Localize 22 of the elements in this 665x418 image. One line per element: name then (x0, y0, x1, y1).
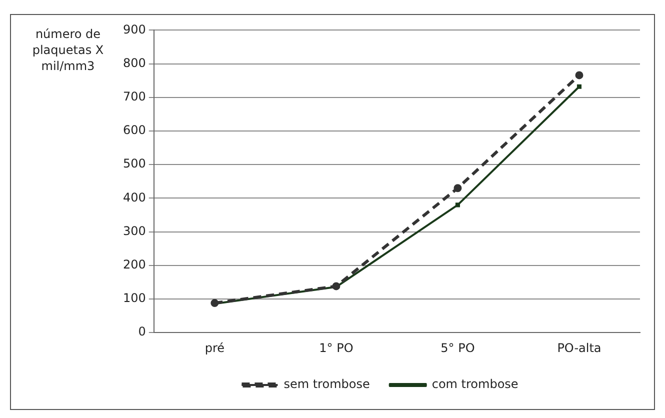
point (454, 184, 462, 192)
x-tick-label: 5° PO (440, 340, 475, 355)
y-tick-label: 800 (123, 56, 146, 70)
y-tick-label: 0 (138, 324, 146, 339)
point (332, 282, 340, 290)
y-tick-label: 200 (123, 258, 146, 272)
legend-label: sem trombose (284, 377, 370, 392)
point (455, 202, 460, 208)
x-tick-label: PO-alta (557, 340, 602, 355)
y-tick-label: 900 (123, 22, 146, 36)
x-tick-label: pré (204, 340, 224, 355)
point (576, 84, 582, 89)
y-tick-label: 500 (123, 156, 146, 171)
y-tick-label: 700 (123, 90, 146, 104)
y-tick-label: 300 (123, 224, 146, 238)
y-axis-title: número de plaquetas X mil/mm3 (31, 26, 105, 74)
y-tick-label: 600 (123, 123, 146, 138)
x-tick-label: 1° PO (319, 340, 354, 355)
legend-label: com trombose (432, 377, 518, 392)
y-tick-label: 400 (123, 190, 146, 204)
point (575, 71, 584, 80)
y-tick-label: 100 (123, 291, 146, 306)
